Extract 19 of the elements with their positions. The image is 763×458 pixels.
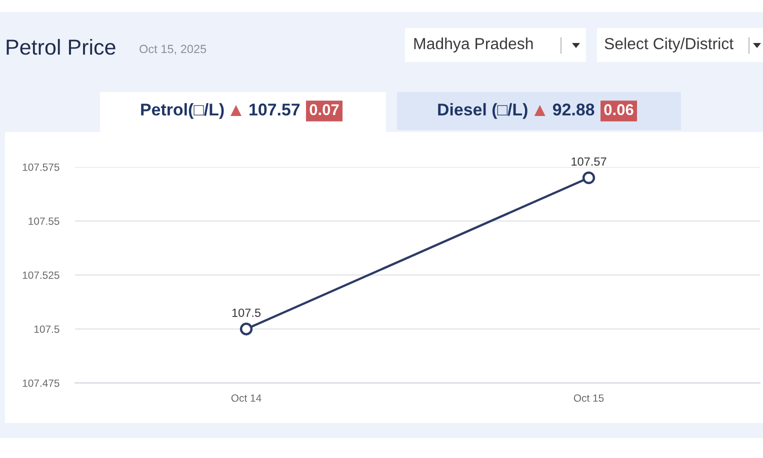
y-tick-label: 107.525	[22, 272, 60, 279]
y-tick-label: 107.475	[22, 380, 60, 387]
text: Madhya Pradesh	[414, 38, 533, 52]
text: 0.06	[604, 104, 634, 116]
x-tick-label: Oct 15	[574, 394, 604, 402]
text: Diesel (□/L)	[438, 103, 528, 119]
data-label: 107.5	[232, 308, 261, 317]
chart-subtitle: Oct 15, 2025	[140, 44, 206, 55]
y-tick-label: 107.575	[22, 164, 60, 171]
y-tick-label: 107.5	[34, 326, 60, 333]
text: Select City/District	[604, 38, 734, 52]
text: Petrol(□/L)	[141, 103, 224, 119]
y-tick-label: 107.55	[28, 218, 60, 225]
text: 92.88	[552, 104, 594, 116]
chart-title: Petrol Price	[6, 38, 116, 55]
x-tick-label: Oct 14	[231, 394, 262, 402]
text: 107.57	[250, 104, 300, 116]
data-label: 107.57	[572, 157, 606, 166]
text: 0.07	[310, 104, 339, 116]
